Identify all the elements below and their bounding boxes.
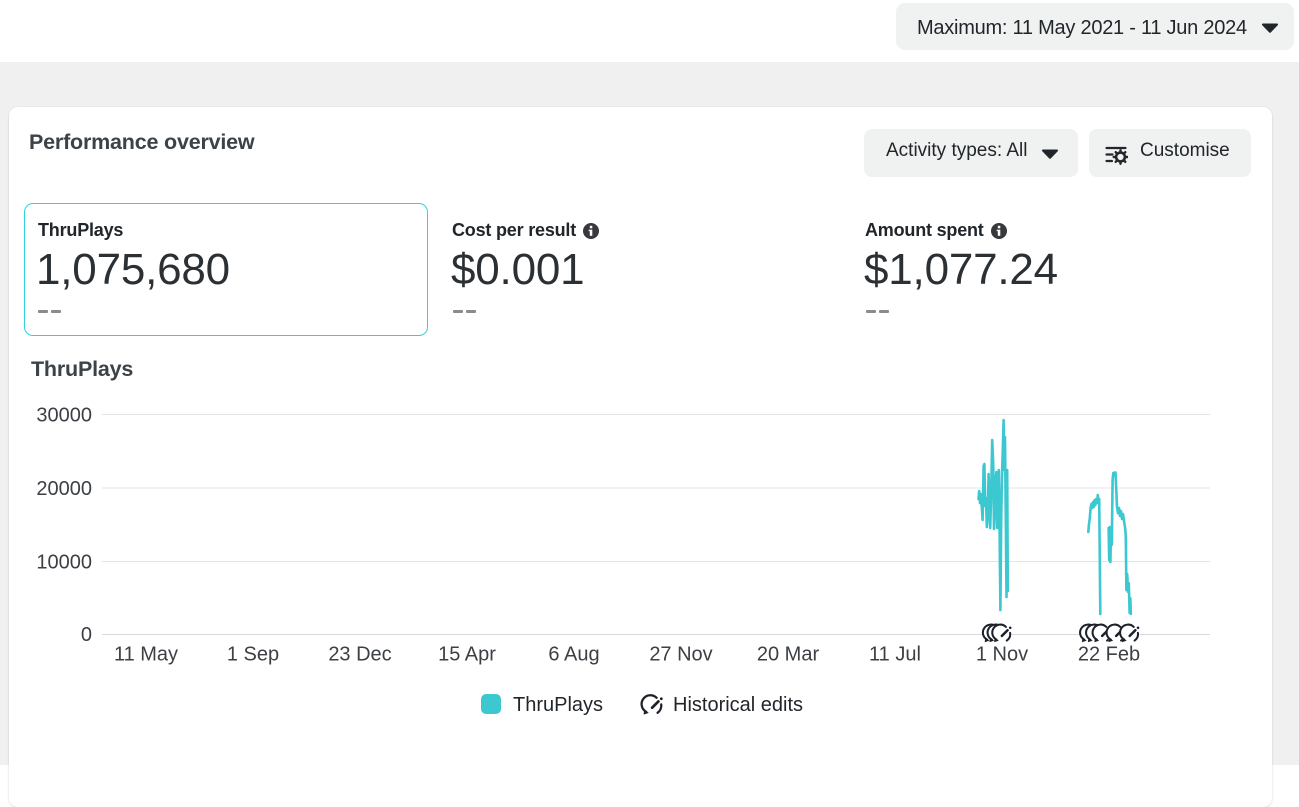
svg-text:11 Jul: 11 Jul (869, 644, 921, 666)
svg-text:22 Feb: 22 Feb (1078, 644, 1140, 666)
svg-text:0: 0 (81, 624, 92, 646)
svg-text:20000: 20000 (36, 478, 92, 500)
svg-text:30000: 30000 (36, 405, 92, 427)
svg-text:10000: 10000 (36, 552, 92, 574)
svg-text:27 Nov: 27 Nov (649, 644, 712, 666)
svg-text:6 Aug: 6 Aug (548, 644, 599, 666)
svg-text:15 Apr: 15 Apr (438, 644, 496, 666)
svg-text:23 Dec: 23 Dec (328, 644, 391, 666)
svg-text:1 Nov: 1 Nov (976, 644, 1028, 666)
svg-text:1 Sep: 1 Sep (227, 644, 279, 666)
svg-text:20 Mar: 20 Mar (757, 644, 820, 666)
svg-text:11 May: 11 May (114, 644, 178, 666)
